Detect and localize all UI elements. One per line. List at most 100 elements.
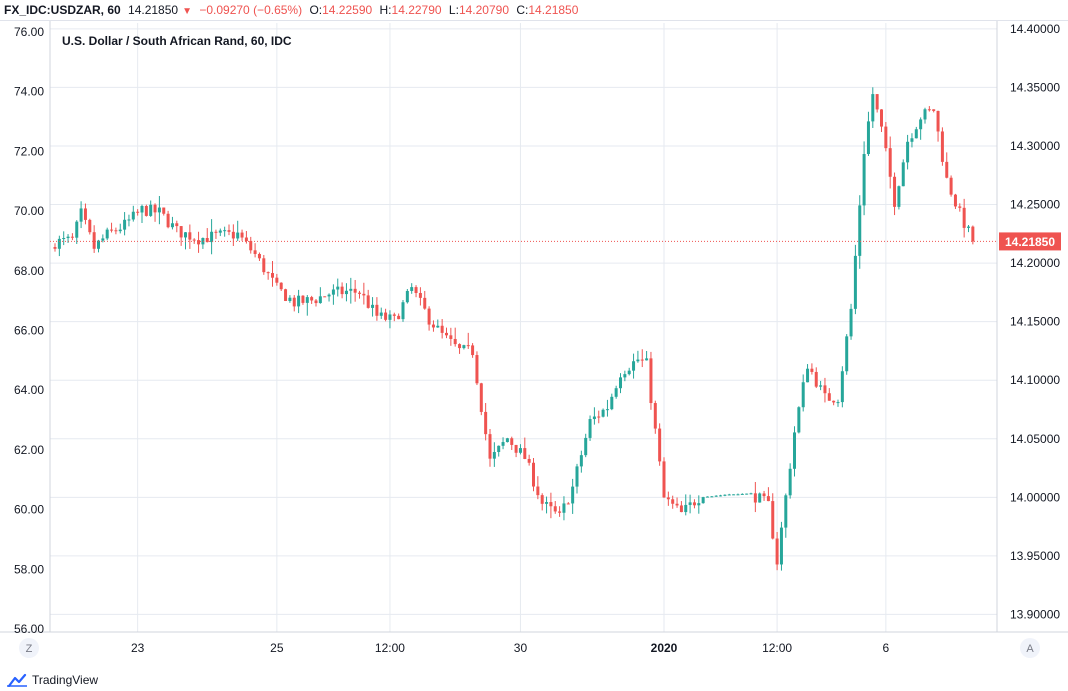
candle-body: [558, 511, 562, 513]
candle-body: [227, 230, 231, 232]
candle-body: [605, 409, 609, 411]
candle-body: [866, 121, 870, 155]
candle-body: [575, 466, 579, 487]
candle-body: [179, 226, 183, 238]
candle-body: [114, 230, 118, 232]
candle-body: [875, 94, 879, 110]
candle-body: [962, 207, 966, 228]
candle-body: [906, 141, 910, 163]
right-axis-tick: 14.35000: [1010, 80, 1060, 94]
candle-body: [66, 236, 70, 239]
candle-body: [888, 148, 892, 177]
candle-body: [331, 289, 335, 295]
zoom-toggle-button[interactable]: Z: [19, 638, 39, 658]
candle-body: [288, 297, 292, 301]
last-price: 14.21850: [128, 3, 179, 17]
zoom-toggle-label: Z: [26, 643, 33, 655]
candle-body: [801, 382, 805, 408]
candle-body: [536, 486, 540, 496]
candle-body: [706, 496, 709, 498]
candle-body: [853, 255, 857, 309]
candle-body: [858, 205, 862, 256]
candle-body: [953, 194, 957, 207]
candle-body: [301, 295, 305, 303]
candle-body: [884, 126, 888, 149]
candle-body: [510, 438, 514, 445]
candle-body: [201, 238, 205, 245]
candle-body: [214, 231, 218, 233]
time-axis-tick: 12:00: [375, 641, 405, 655]
candle-body: [97, 240, 100, 249]
auto-scale-bg: [1020, 638, 1040, 658]
candle-body: [523, 448, 527, 459]
tradingview-logo[interactable]: TradingView: [6, 669, 98, 691]
candles: [53, 87, 975, 571]
candle-body: [75, 221, 79, 238]
candle-body: [649, 358, 653, 404]
candle-body: [967, 226, 970, 228]
candle-body: [310, 297, 314, 301]
right-axis-tick: 14.40000: [1010, 22, 1060, 36]
right-axis-tick: 14.20000: [1010, 256, 1060, 270]
left-axis-tick: 76.00: [14, 25, 44, 39]
candle-body: [540, 495, 544, 504]
candle-body: [819, 385, 823, 387]
candle-body: [492, 451, 496, 459]
candle-body: [362, 293, 366, 296]
candle-body: [70, 236, 74, 238]
candle-body: [688, 502, 692, 505]
candle-body: [466, 345, 470, 347]
candle-body: [940, 131, 944, 162]
left-axis-tick: 56.00: [14, 622, 44, 636]
candle-body: [701, 497, 705, 504]
high-value: 14.22790: [391, 3, 442, 17]
candle-body: [901, 162, 905, 187]
candle-body: [958, 206, 962, 208]
time-axis-tick: 25: [270, 641, 284, 655]
right-axis-tick: 14.30000: [1010, 139, 1060, 153]
candle-body: [218, 230, 222, 233]
low-label: L:: [448, 3, 459, 17]
time-axis-tick: 12:00: [762, 641, 792, 655]
footer: TradingView: [0, 667, 1068, 689]
candle-body: [423, 297, 427, 309]
right-axis-tick: 14.15000: [1010, 315, 1060, 329]
candle-body: [814, 371, 818, 387]
candle-body: [566, 503, 570, 505]
candle-body: [919, 119, 923, 130]
candle-body: [880, 109, 883, 127]
candle-body: [353, 288, 357, 293]
time-axis-tick: 23: [131, 641, 145, 655]
candle-body: [53, 247, 57, 249]
candle-body: [588, 419, 592, 438]
candle-body: [358, 292, 361, 294]
right-axis-tick: 14.00000: [1010, 490, 1060, 504]
candle-body: [832, 400, 836, 403]
right-axis-tick: 14.25000: [1010, 198, 1060, 212]
candle-body: [714, 495, 718, 497]
candle-body: [240, 232, 244, 238]
chart-title: U.S. Dollar / South African Rand, 60, ID…: [62, 34, 292, 48]
candle-body: [479, 383, 483, 412]
candle-body: [445, 332, 448, 336]
candle-body: [627, 370, 631, 375]
candle-body: [849, 308, 853, 337]
price-chart[interactable]: U.S. Dollar / South African Rand, 60, ID…: [0, 20, 1068, 665]
candle-body: [862, 154, 866, 206]
candle-body: [284, 289, 288, 301]
candle-body: [723, 494, 727, 496]
candle-body: [392, 314, 396, 316]
candle-body: [719, 495, 723, 497]
candle-body: [379, 312, 383, 316]
candle-body: [427, 308, 431, 325]
candle-body: [292, 297, 296, 307]
candle-body: [679, 505, 683, 513]
auto-scale-button[interactable]: A: [1020, 638, 1040, 658]
high-label: H:: [379, 3, 392, 17]
candle-body: [162, 207, 166, 214]
candle-body: [653, 403, 657, 429]
candle-body: [249, 241, 253, 251]
symbol-name[interactable]: FX_IDC:USDZAR, 60: [4, 3, 121, 17]
candle-body: [257, 253, 261, 259]
candle-body: [371, 304, 375, 308]
